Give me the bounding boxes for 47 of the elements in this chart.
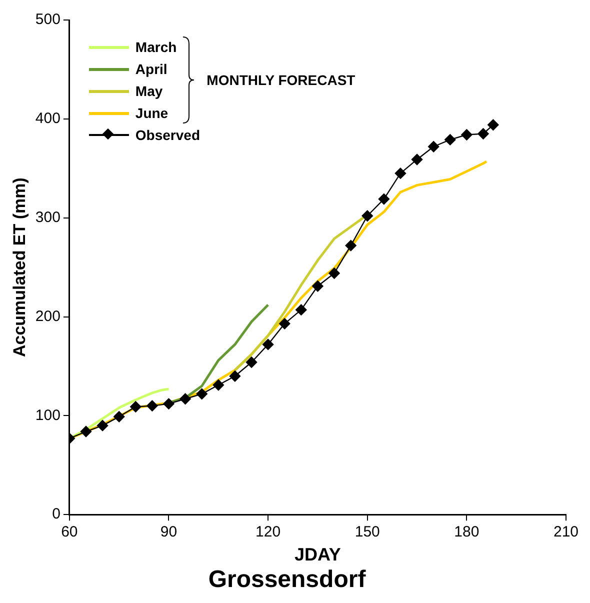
y-tick-label: 400 bbox=[35, 110, 60, 128]
point bbox=[180, 393, 191, 404]
point bbox=[212, 379, 224, 391]
point bbox=[279, 318, 290, 330]
point bbox=[96, 420, 108, 432]
point bbox=[461, 129, 472, 140]
point bbox=[229, 370, 241, 382]
x-tick-label: 120 bbox=[256, 524, 281, 541]
y-tick-label: 300 bbox=[35, 208, 60, 226]
y-tick-label: 500 bbox=[35, 11, 60, 28]
point bbox=[444, 134, 456, 146]
legend-label: May bbox=[135, 83, 163, 99]
legend-label: June bbox=[135, 105, 168, 121]
point bbox=[362, 210, 373, 222]
point bbox=[394, 168, 406, 179]
x-tick-label: 150 bbox=[354, 524, 380, 541]
point bbox=[345, 240, 356, 252]
y-axis-title: Accumulated ET (mm) bbox=[10, 178, 29, 358]
point bbox=[163, 398, 174, 410]
legend-label: March bbox=[135, 39, 177, 55]
point bbox=[378, 193, 390, 205]
point bbox=[312, 280, 324, 292]
legend-label: April bbox=[135, 61, 168, 77]
legend-title: MONTHLY FORECAST bbox=[206, 72, 356, 88]
point bbox=[428, 141, 440, 152]
point bbox=[246, 356, 258, 368]
x-tick-label: 210 bbox=[553, 524, 579, 541]
point bbox=[296, 304, 307, 316]
x-tick-label: 180 bbox=[454, 524, 480, 541]
point bbox=[328, 268, 340, 279]
x-tick-label: 90 bbox=[160, 524, 178, 541]
x-axis-title: JDAY bbox=[294, 544, 341, 564]
legend-label: Observed bbox=[135, 127, 200, 143]
point bbox=[113, 411, 125, 422]
y-tick-label: 0 bbox=[52, 506, 60, 523]
x-tick-label: 60 bbox=[61, 524, 78, 541]
point bbox=[130, 401, 142, 412]
y-tick-label: 100 bbox=[35, 406, 60, 424]
point bbox=[488, 119, 499, 130]
point bbox=[146, 400, 158, 412]
point bbox=[80, 426, 92, 438]
point bbox=[196, 388, 208, 400]
text: Grossensdorf bbox=[208, 566, 367, 594]
point bbox=[262, 338, 274, 350]
point bbox=[411, 154, 423, 166]
point bbox=[478, 128, 489, 140]
y-tick-label: 200 bbox=[35, 308, 60, 325]
